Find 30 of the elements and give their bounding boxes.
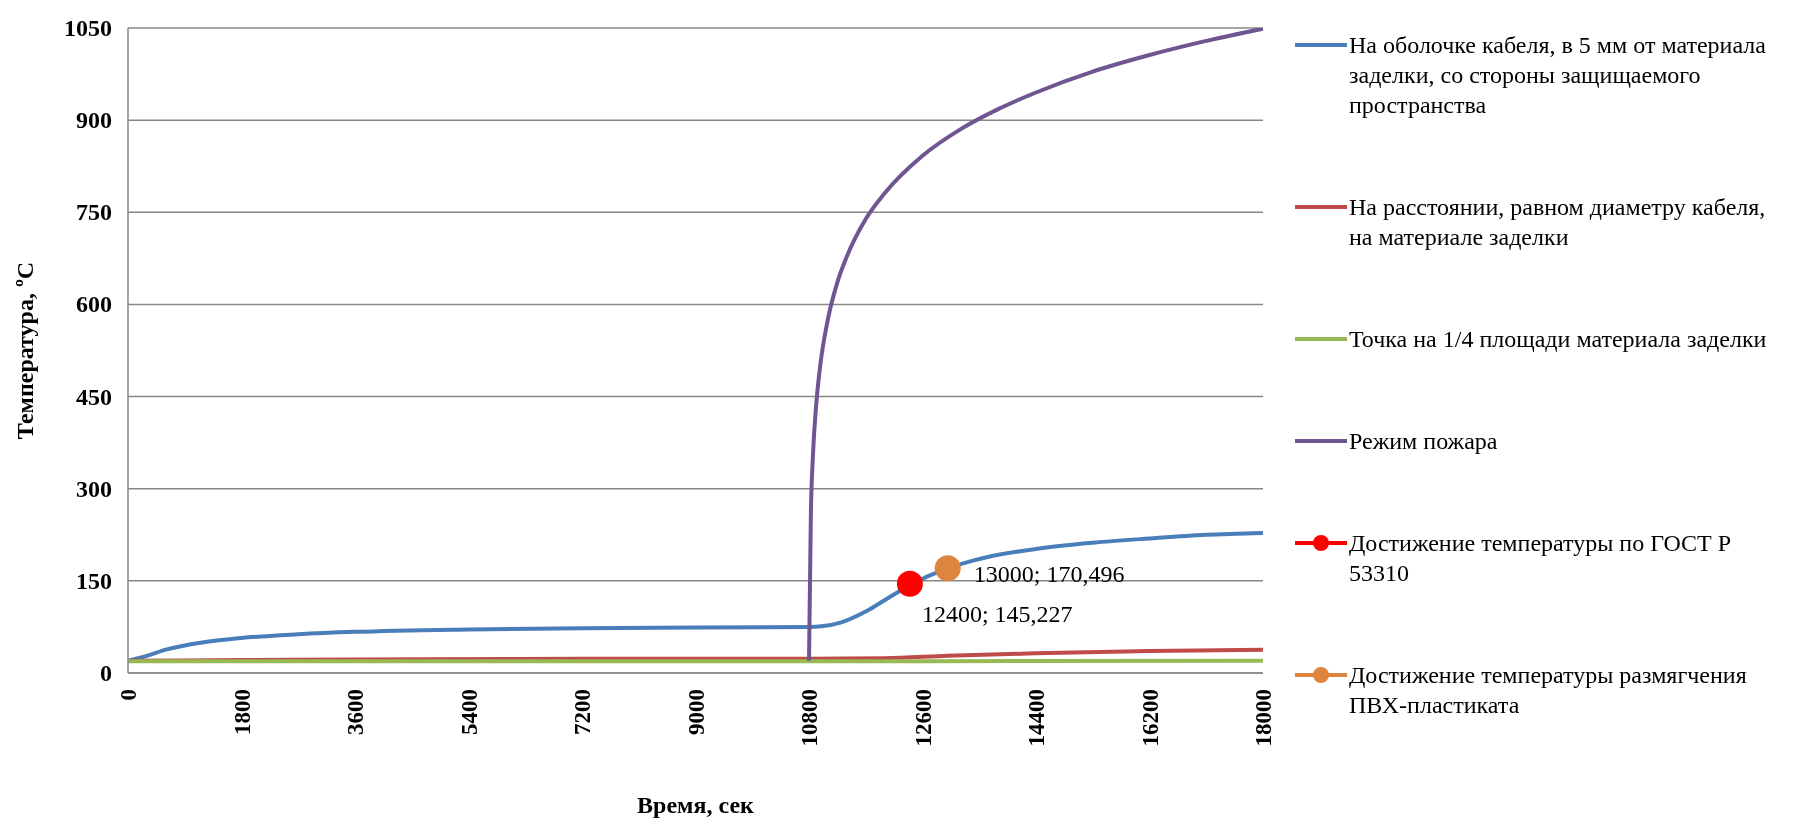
legend-label: На расстоянии, равном диаметру кабеля, на материале заделки [1349, 193, 1767, 252]
x-tick-label: 3600 [343, 689, 368, 735]
legend-label: Точка на 1/4 площади материала заделки [1349, 325, 1767, 354]
line-series [807, 28, 1263, 663]
x-tick-label: 1800 [229, 689, 255, 735]
x-tick-label: 18000 [1251, 689, 1276, 747]
y-tick-label: 150 [76, 567, 112, 594]
y-tick-label: 300 [76, 475, 112, 502]
y-tick-label: 750 [76, 199, 112, 226]
x-tick-label: 16200 [1137, 689, 1163, 747]
legend-label: Достижение температуры по ГОСТ Р 53310 [1349, 529, 1733, 588]
x-tick-label: 12600 [910, 689, 936, 747]
y-tick-label: 450 [76, 383, 112, 410]
legend-label: Режим пожара [1349, 427, 1498, 456]
legend-label: Достижение температуры размягчения ПВХ-пластиката [1349, 661, 1748, 720]
data-label: 12400; 145,227 [921, 600, 1073, 627]
data-label: 13000; 170,496 [973, 561, 1125, 588]
y-tick-label: 0 [100, 660, 112, 686]
y-tick-label: 1050 [64, 15, 112, 41]
x-tick-label: 0 [116, 689, 141, 701]
x-tick-label: 10800 [797, 689, 822, 747]
x-tick-label: 5400 [456, 689, 482, 735]
x-axis-title: Время, сек [637, 792, 755, 818]
x-tick-label: 7200 [570, 689, 595, 735]
x-tick-label: 14400 [1024, 689, 1049, 747]
y-tick-label: 600 [76, 291, 112, 318]
legend-label: На оболочке кабеля, в 5 мм от материала заделки, со стороны защищаемого пространства [1349, 31, 1767, 120]
y-axis-title: Температура, ºC [11, 261, 38, 440]
y-tick-label: 900 [76, 107, 112, 134]
x-tick-label: 9000 [683, 689, 709, 735]
